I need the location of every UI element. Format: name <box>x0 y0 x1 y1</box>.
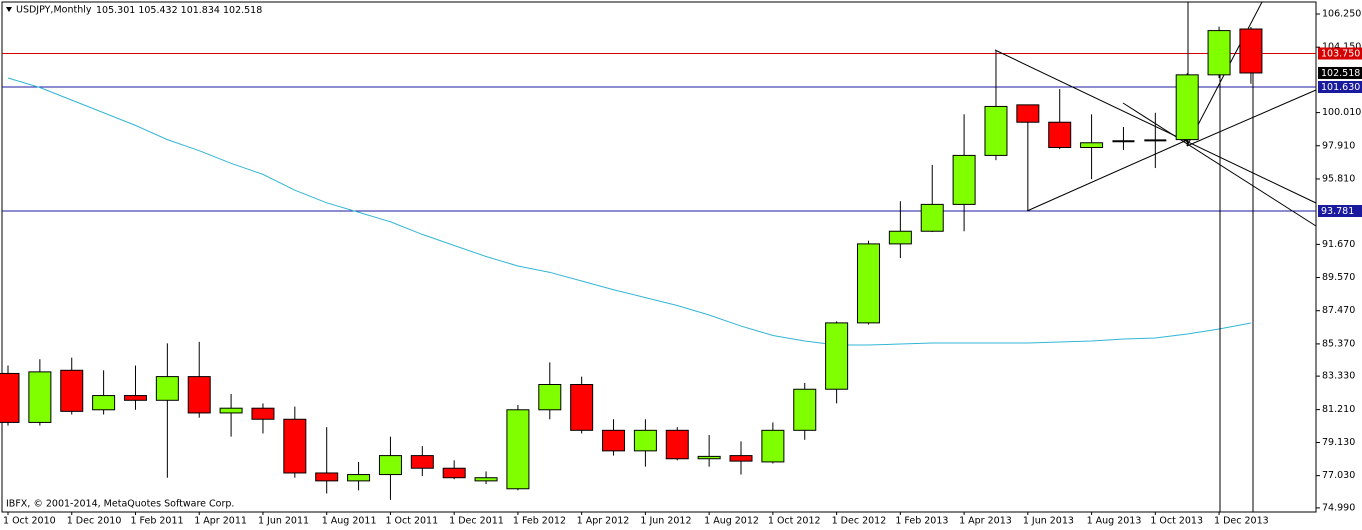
x-tick-label: 1 Dec 2010 <box>67 516 122 527</box>
candle-body <box>442 467 466 479</box>
candle-body <box>729 455 753 462</box>
x-tick-label: 1 Dec 2013 <box>1214 516 1269 527</box>
candle-body <box>1207 30 1231 76</box>
candle-body <box>602 429 626 452</box>
candle-body <box>410 455 434 469</box>
x-tick-label: 1 Dec 2012 <box>832 516 887 527</box>
ohlc-high: 105.432 <box>138 5 177 16</box>
x-tick-label: 1 Apr 2012 <box>577 516 630 527</box>
candle-body <box>538 384 562 411</box>
candle-body <box>952 154 976 205</box>
y-tick-label: 87.470 <box>1322 305 1355 316</box>
plot-frame <box>1 1 1317 513</box>
x-tick-label: 1 Jun 2013 <box>1023 516 1074 527</box>
x-tick-label: 1 Aug 2013 <box>1087 516 1142 527</box>
candle-body <box>570 384 594 431</box>
candle-body <box>1239 28 1263 74</box>
candle-body <box>1080 142 1104 149</box>
y-tick-label: 77.030 <box>1322 470 1355 481</box>
x-tick-label: 1 Feb 2011 <box>130 516 183 527</box>
candle-body <box>697 455 721 460</box>
level-label-box <box>1318 205 1362 218</box>
x-tick-label: 1 Oct 2011 <box>385 516 438 527</box>
x-tick-label: 1 Feb 2012 <box>513 516 566 527</box>
candle-body <box>506 409 530 490</box>
y-tick-label: 104.150 <box>1322 42 1361 53</box>
candle-body <box>187 376 211 414</box>
candle-body <box>665 429 689 460</box>
candle-body <box>1048 121 1072 149</box>
candle-body <box>315 472 339 482</box>
candle-body <box>0 372 20 423</box>
level-label: 103.750 <box>1321 49 1360 60</box>
ohlc-close: 102.518 <box>223 5 262 16</box>
candle-body <box>219 407 243 414</box>
candle-body <box>761 429 785 463</box>
candle-body <box>92 395 116 411</box>
y-tick-label: 91.670 <box>1322 239 1355 250</box>
candle-body <box>283 418 307 474</box>
x-tick-label: 1 Dec 2011 <box>449 516 504 527</box>
candle-body <box>378 455 402 476</box>
y-tick-label: 106.250 <box>1322 9 1361 20</box>
ohlc-readout: 105.301 105.432 101.834 102.518 <box>96 5 262 16</box>
candle-body <box>633 429 657 452</box>
level-label-box <box>1318 47 1362 60</box>
x-tick-label: 1 Apr 2011 <box>194 516 247 527</box>
x-tick-label: 1 Jun 2011 <box>258 516 309 527</box>
y-tick-label: 100.010 <box>1322 107 1361 118</box>
level-label: 101.630 <box>1321 82 1360 93</box>
x-tick-label: 1 Oct 2013 <box>1150 516 1203 527</box>
price-label: 102.518 <box>1321 68 1360 79</box>
ohlc-low: 101.834 <box>181 5 220 16</box>
x-tick-label: 1 Feb 2013 <box>895 516 948 527</box>
candle-body <box>1016 104 1040 123</box>
candle-body <box>251 407 275 420</box>
candle-body <box>155 376 179 401</box>
y-tick-label: 89.570 <box>1322 272 1355 283</box>
y-tick-label: 81.210 <box>1322 404 1355 415</box>
x-tick-label: 1 Aug 2011 <box>322 516 377 527</box>
y-tick-label: 74.990 <box>1322 502 1355 513</box>
candle-body <box>28 371 52 423</box>
x-tick-label: 1 Oct 2012 <box>768 516 821 527</box>
candle-body <box>856 243 880 324</box>
copyright: IBFX, © 2001-2014, MetaQuotes Software C… <box>6 499 234 510</box>
candle-body <box>123 395 147 401</box>
level-label-box <box>1318 81 1362 93</box>
candle-body <box>888 230 912 245</box>
y-tick-label: 97.910 <box>1322 140 1355 151</box>
chart-symbol: USDJPY,Monthly <box>16 5 92 16</box>
y-tick-label: 79.130 <box>1322 437 1355 448</box>
candle-body <box>1175 74 1199 141</box>
candle-body <box>825 322 849 390</box>
y-tick-label: 85.370 <box>1322 338 1355 349</box>
x-tick-label: 1 Apr 2013 <box>959 516 1012 527</box>
candle-body <box>984 105 1008 156</box>
x-tick-label: 1 Aug 2012 <box>704 516 759 527</box>
price-label-box <box>1318 66 1362 79</box>
candle-body <box>793 388 817 431</box>
candle-body <box>347 474 371 482</box>
moving-average <box>7 77 1252 346</box>
trend-line <box>1186 89 1317 147</box>
y-tick-label: 83.330 <box>1322 371 1355 382</box>
candle-body <box>474 477 498 482</box>
candle-body <box>920 203 944 232</box>
menu-arrow[interactable] <box>6 7 12 12</box>
y-tick-label: 95.810 <box>1322 173 1355 184</box>
trend-line <box>1026 139 1188 212</box>
candle-body <box>60 369 84 412</box>
level-label: 93.781 <box>1321 206 1354 217</box>
x-tick-label: 1 Oct 2010 <box>3 516 56 527</box>
ohlc-open: 105.301 <box>96 5 135 16</box>
x-tick-label: 1 Jun 2012 <box>640 516 691 527</box>
